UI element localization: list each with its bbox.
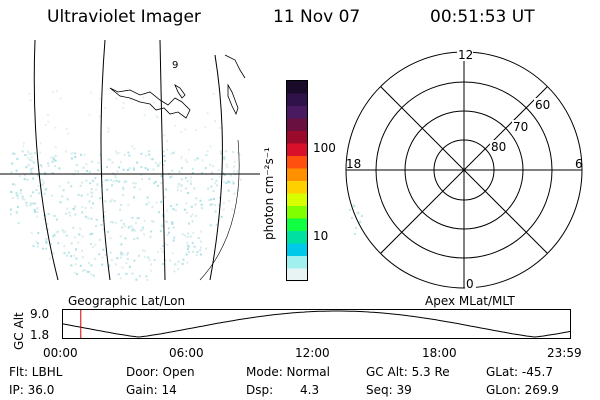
altitude-ytick-min: 1.8 [30, 328, 50, 342]
coastline [109, 87, 191, 119]
polar-plot: 12 18 6 0 60 70 80 [345, 48, 583, 291]
mlat-label-70: 70 [513, 120, 528, 134]
altitude-xtick-1: 06:00 [169, 346, 204, 360]
colorbar-band [287, 231, 307, 244]
info-seq: Seq: 39 [366, 383, 412, 397]
colorbar-unit-label: photon cm⁻²s⁻¹ [262, 147, 276, 240]
altitude-ylabel: GC Alt [12, 312, 26, 350]
info-mode: Mode: Normal [246, 365, 330, 379]
colorbar-band [287, 156, 307, 169]
colorbar-band [287, 256, 307, 269]
geo-caption: Geographic Lat/Lon [68, 294, 186, 308]
instrument-title: Ultraviolet Imager [47, 7, 201, 27]
altitude-xtick-3: 18:00 [422, 346, 457, 360]
info-dsp-value: 4.3 [300, 383, 320, 397]
colorbar-tick-100: 100 [313, 141, 336, 155]
colorbar-band [287, 181, 307, 194]
altitude-ytick-max: 9.0 [30, 307, 50, 321]
colorbar-band [287, 106, 307, 119]
earth-limb [199, 139, 240, 281]
meridian [159, 40, 166, 281]
aurora-emission-dots [10, 90, 242, 281]
coastline-top [224, 54, 246, 79]
colorbar-band [287, 193, 307, 207]
info-gain: Gain: 14 [126, 383, 177, 397]
meridian [33, 40, 59, 281]
altitude-xtick-4: 23:59 [547, 346, 582, 360]
mlt-label-6: 6 [575, 157, 583, 171]
colorbar-band [287, 131, 307, 144]
colorbar-band [287, 268, 307, 282]
lon-marker-label: 9 [172, 60, 178, 71]
info-gc-alt: GC Alt: 5.3 Re [366, 365, 450, 379]
altitude-xtick-0: 00:00 [43, 346, 78, 360]
altitude-xtick-2: 12:00 [295, 346, 330, 360]
colorbar-band [287, 143, 307, 157]
geographic-map: 9 [0, 40, 260, 281]
info-dsp-label: Dsp: [246, 383, 274, 397]
info-glon: GLon: 269.9 [486, 383, 559, 397]
info-ip: IP: 36.0 [9, 383, 55, 397]
colorbar-tick-10: 10 [313, 229, 329, 243]
altitude-curve [62, 310, 571, 338]
colorbar-band [287, 218, 307, 232]
coastline-island [174, 83, 239, 116]
meridian [209, 54, 223, 281]
mlat-label-60: 60 [535, 98, 550, 112]
info-glat: GLat: -45.7 [486, 365, 553, 379]
polar-caption: Apex MLat/MLT [425, 294, 515, 308]
polar-emission-dots [348, 204, 364, 236]
colorbar-band [287, 206, 307, 219]
colorbar-band [287, 168, 307, 182]
mlat-label-80: 80 [491, 140, 506, 154]
colorbar-band [287, 81, 307, 94]
colorbar-band [287, 118, 307, 132]
mlt-label-12: 12 [458, 48, 473, 62]
meridian [100, 40, 111, 281]
info-filter: Flt: LBHL [9, 365, 63, 379]
colorbar-band [287, 243, 307, 257]
date-label: 11 Nov 07 [273, 7, 361, 27]
mlt-line-diagonal [380, 86, 548, 254]
mlt-label-0: 0 [466, 277, 474, 291]
colorbar [286, 80, 308, 282]
info-door: Door: Open [126, 365, 195, 379]
colorbar-band [287, 93, 307, 107]
altitude-plot [62, 309, 571, 339]
mlt-label-18: 18 [346, 157, 361, 171]
time-label: 00:51:53 UT [430, 7, 535, 27]
